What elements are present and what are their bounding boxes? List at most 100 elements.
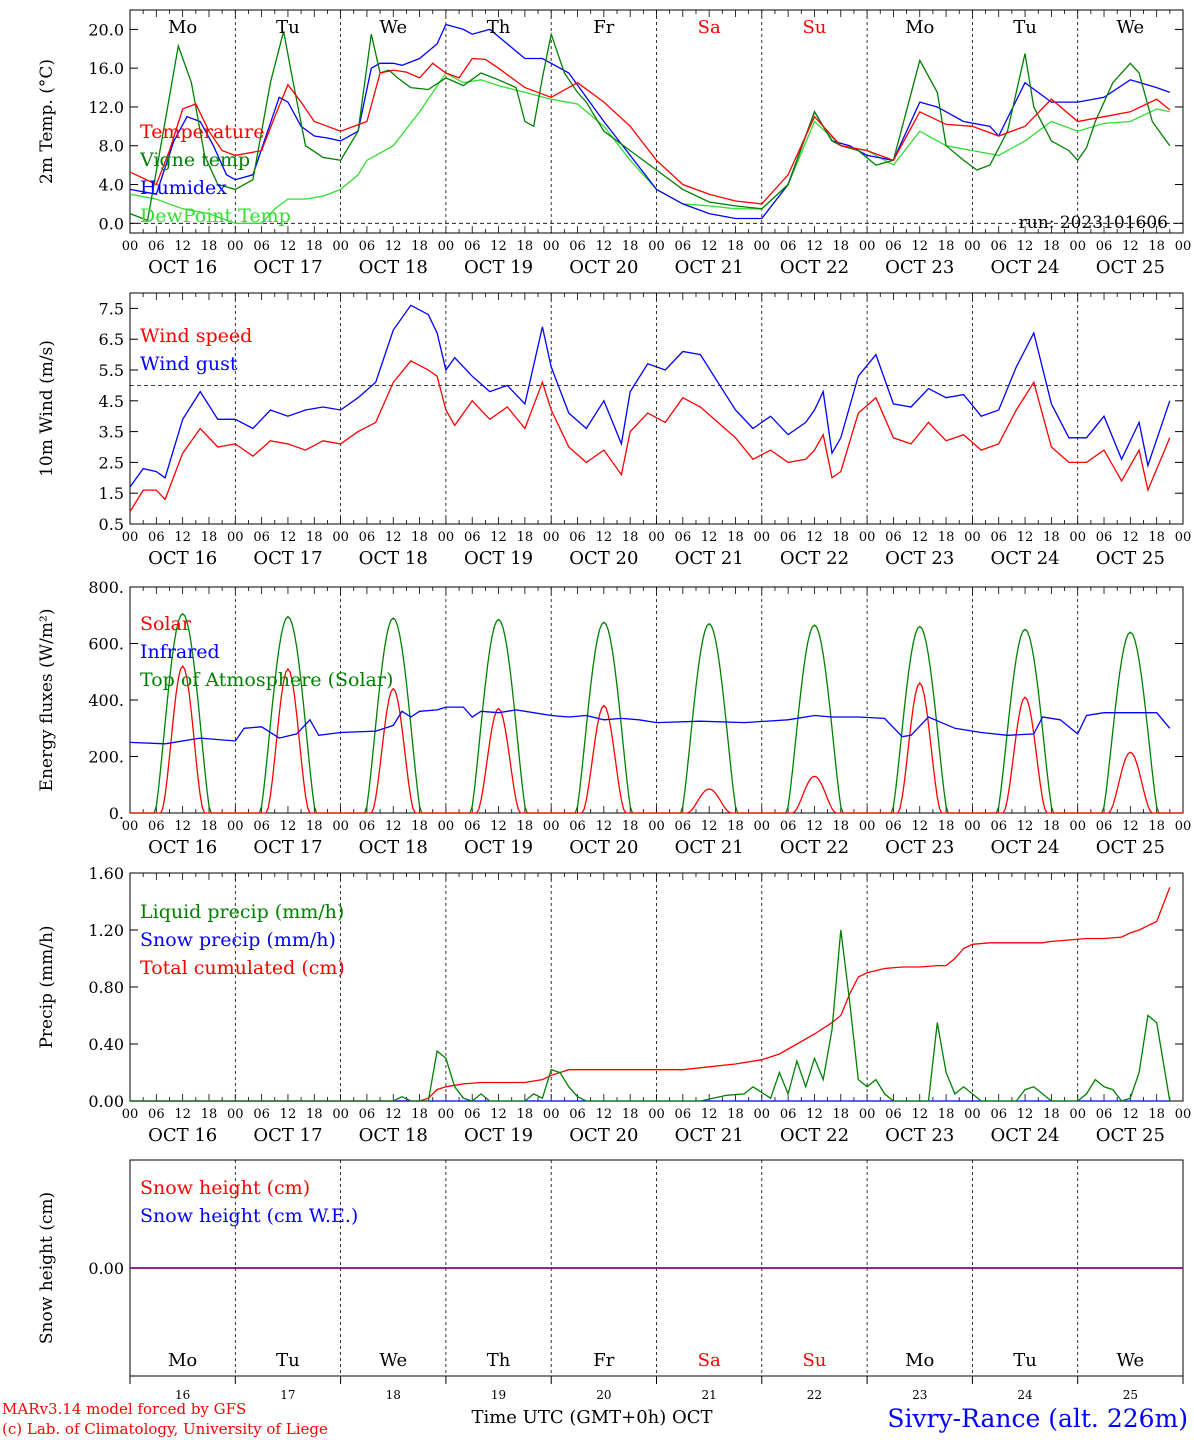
- hour-tick-label: 12: [596, 530, 613, 545]
- hour-tick-label: 12: [490, 819, 507, 834]
- y-tick-label: 0.00: [88, 1259, 124, 1278]
- hour-tick-label: 06: [1096, 530, 1113, 545]
- weekday-label: We: [379, 17, 407, 38]
- hour-tick-label: 12: [806, 819, 823, 834]
- hour-tick-label: 00: [122, 1107, 139, 1122]
- hour-tick-label: 12: [596, 1107, 613, 1122]
- y-tick-label: 8.0: [99, 137, 124, 156]
- hour-tick-label: 12: [1122, 239, 1139, 254]
- hour-tick-label: 06: [1096, 239, 1113, 254]
- hour-tick-label: 18: [1043, 1107, 1060, 1122]
- date-label: OCT 22: [780, 548, 849, 569]
- y-axis-label: Precip (mm/h): [37, 925, 57, 1048]
- legend-entry: Temperature: [140, 121, 264, 143]
- weekday-label: Th: [487, 1350, 511, 1371]
- hour-tick-label: 12: [174, 239, 191, 254]
- legend-entry: Liquid precip (mm/h): [140, 901, 344, 923]
- hour-tick-label: 06: [464, 239, 481, 254]
- y-tick-label: 600.: [88, 635, 124, 654]
- legend-entry: Top of Atmosphere (Solar): [140, 669, 393, 691]
- hour-tick-label: 00: [754, 1107, 771, 1122]
- date-label: OCT 25: [1096, 257, 1165, 278]
- date-label: OCT 24: [990, 1125, 1059, 1146]
- legend-entry: Solar: [140, 613, 192, 635]
- weekday-label: Fr: [593, 1350, 614, 1371]
- hour-tick-label: 18: [1148, 530, 1165, 545]
- hour-tick-label: 00: [1175, 239, 1192, 254]
- date-label: OCT 17: [253, 1125, 322, 1146]
- hour-tick-label: 18: [306, 1107, 323, 1122]
- hour-tick-label: 12: [1017, 239, 1034, 254]
- weekday-label: Sa: [698, 1350, 721, 1371]
- y-tick-label: 200.: [88, 748, 124, 767]
- hour-tick-label: 18: [517, 239, 534, 254]
- run-label: run: 2023101606: [1019, 213, 1168, 233]
- weekday-label: Fr: [593, 17, 614, 38]
- hour-tick-label: 00: [122, 819, 139, 834]
- hour-tick-label: 18: [411, 239, 428, 254]
- day-number-label: 19: [491, 1388, 506, 1402]
- day-number-label: 22: [807, 1388, 822, 1402]
- legend-entry: Snow height (cm): [140, 1177, 310, 1199]
- date-label: OCT 25: [1096, 548, 1165, 569]
- y-tick-label: 2.5: [99, 453, 124, 472]
- hour-tick-label: 00: [859, 819, 876, 834]
- hour-tick-label: 00: [754, 239, 771, 254]
- weekday-label: Su: [802, 1350, 826, 1371]
- date-label: OCT 18: [359, 1125, 428, 1146]
- hour-tick-label: 18: [306, 819, 323, 834]
- y-tick-label: 0.80: [88, 978, 124, 997]
- hour-tick-label: 00: [1069, 1107, 1086, 1122]
- hour-tick-label: 00: [122, 239, 139, 254]
- hour-tick-label: 06: [885, 1107, 902, 1122]
- date-label: OCT 24: [990, 837, 1059, 858]
- hour-tick-label: 18: [833, 1107, 850, 1122]
- hour-tick-label: 12: [596, 239, 613, 254]
- date-label: OCT 19: [464, 1125, 533, 1146]
- y-tick-label: 3.5: [99, 423, 124, 442]
- hour-tick-label: 12: [385, 239, 402, 254]
- y-axis-label: 10m Wind (m/s): [37, 340, 57, 477]
- total-cumulated-cm-series: [130, 887, 1171, 1102]
- hour-tick-label: 18: [938, 1107, 955, 1122]
- hour-tick-label: 00: [964, 819, 981, 834]
- liquid-precip-mm-h-series: [130, 929, 1171, 1102]
- hour-tick-label: 06: [780, 819, 797, 834]
- hour-tick-label: 06: [675, 530, 692, 545]
- date-label: OCT 16: [148, 1125, 217, 1146]
- hour-tick-label: 18: [727, 819, 744, 834]
- hour-tick-label: 06: [464, 530, 481, 545]
- hour-tick-label: 06: [359, 1107, 376, 1122]
- hour-tick-label: 12: [596, 819, 613, 834]
- hour-tick-label: 18: [306, 530, 323, 545]
- y-tick-label: 20.0: [88, 20, 124, 39]
- hour-tick-label: 18: [727, 239, 744, 254]
- hour-tick-label: 00: [648, 239, 665, 254]
- hour-tick-label: 12: [1017, 1107, 1034, 1122]
- date-label: OCT 21: [675, 837, 744, 858]
- hour-tick-label: 12: [174, 819, 191, 834]
- hour-tick-label: 06: [1096, 1107, 1113, 1122]
- y-tick-label: 1.60: [88, 864, 124, 883]
- hour-tick-label: 18: [622, 1107, 639, 1122]
- hour-tick-label: 18: [517, 1107, 534, 1122]
- date-label: OCT 21: [675, 1125, 744, 1146]
- date-label: OCT 23: [885, 257, 954, 278]
- weekday-label: Mo: [168, 1350, 197, 1371]
- hour-tick-label: 00: [543, 530, 560, 545]
- hour-tick-label: 18: [833, 530, 850, 545]
- weekday-label: We: [379, 1350, 407, 1371]
- hour-tick-label: 06: [253, 1107, 270, 1122]
- infrared-series: [129, 706, 1171, 745]
- hour-tick-label: 18: [727, 530, 744, 545]
- hour-tick-label: 00: [543, 239, 560, 254]
- hour-tick-label: 00: [964, 530, 981, 545]
- hour-tick-label: 18: [201, 530, 218, 545]
- hour-tick-label: 12: [1017, 819, 1034, 834]
- date-label: OCT 19: [464, 548, 533, 569]
- weekday-label: Tu: [1013, 1350, 1037, 1371]
- hour-tick-label: 00: [438, 239, 455, 254]
- hour-tick-label: 18: [411, 819, 428, 834]
- y-tick-label: 0.00: [88, 1092, 124, 1111]
